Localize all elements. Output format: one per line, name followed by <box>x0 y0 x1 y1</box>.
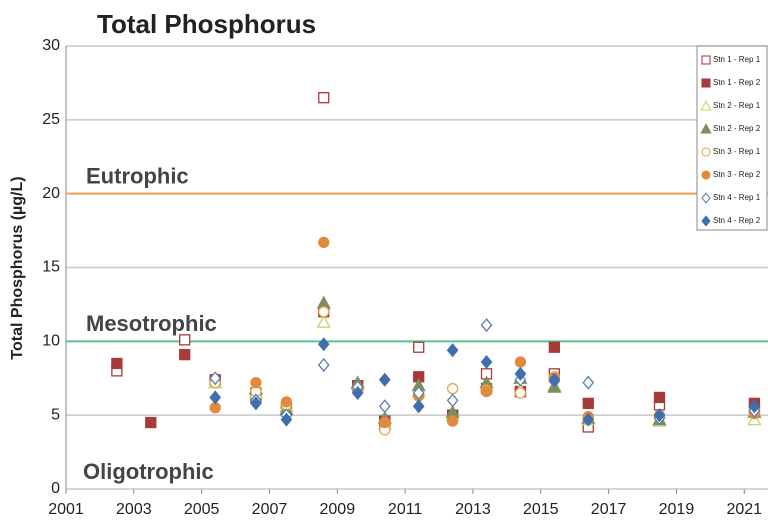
point <box>748 399 761 414</box>
point <box>378 399 391 414</box>
point <box>446 343 459 358</box>
y-tick-label: 15 <box>42 259 60 276</box>
zone-label: Oligotrophic <box>83 459 214 484</box>
point <box>318 236 330 249</box>
legend-marker <box>701 147 711 157</box>
point <box>582 397 594 410</box>
x-tick-label: 2021 <box>726 501 762 518</box>
point <box>412 399 425 414</box>
point <box>480 354 493 370</box>
point <box>653 391 666 404</box>
point <box>209 371 222 386</box>
point <box>480 385 493 398</box>
point <box>145 416 157 429</box>
x-tick-label: 2005 <box>184 501 220 518</box>
x-tick-label: 2007 <box>252 501 288 518</box>
legend-marker <box>700 100 712 111</box>
point <box>582 375 595 390</box>
point <box>317 337 330 352</box>
y-tick-label: 0 <box>51 480 60 497</box>
legend: Stn 1 - Rep 1 Stn 1 - Rep 2 Stn 2 - Rep 1 S… <box>696 45 768 231</box>
y-tick-label: 5 <box>51 406 60 423</box>
point <box>209 390 222 405</box>
point <box>446 415 459 427</box>
zone-label: Eutrophic <box>86 163 189 188</box>
point <box>548 341 560 353</box>
x-tick-label: 2015 <box>523 501 559 518</box>
legend-marker <box>700 123 712 134</box>
point <box>179 348 191 361</box>
legend-marker <box>701 78 711 88</box>
legend-label: Stn 1 - Rep 2 <box>713 78 761 87</box>
point <box>548 372 561 387</box>
chart-title: Total Phosphorus <box>97 9 316 39</box>
point <box>111 357 123 370</box>
point <box>250 377 262 389</box>
point <box>446 393 459 408</box>
point <box>351 386 364 401</box>
legend-label: Stn 2 - Rep 1 <box>713 101 761 110</box>
x-tick-label: 2003 <box>116 501 152 518</box>
point <box>480 318 493 333</box>
y-axis-label: Total Phosphorus (µg/L) <box>9 176 26 359</box>
point <box>412 386 425 401</box>
point <box>446 382 459 395</box>
point <box>318 92 330 104</box>
point <box>653 408 666 423</box>
y-tick-label: 20 <box>42 185 60 202</box>
y-tick-label: 25 <box>42 111 60 128</box>
legend-label: Stn 2 - Rep 2 <box>713 124 761 133</box>
point <box>318 306 330 318</box>
legend-marker <box>701 215 711 227</box>
legend-label: Stn 4 - Rep 2 <box>713 216 761 225</box>
x-tick-label: 2013 <box>455 501 491 518</box>
legend-label: Stn 1 - Rep 1 <box>713 55 761 64</box>
point <box>514 356 527 368</box>
point <box>379 416 391 429</box>
point <box>378 372 391 387</box>
y-tick-label: 30 <box>42 37 60 54</box>
legend-label: Stn 3 - Rep 2 <box>713 170 761 179</box>
point <box>280 396 293 408</box>
x-tick-label: 2019 <box>659 501 695 518</box>
legend-box <box>696 45 768 231</box>
legend-label: Stn 3 - Rep 1 <box>713 147 761 156</box>
x-tick-label: 2009 <box>320 501 356 518</box>
x-tick-label: 2001 <box>48 501 84 518</box>
legend-marker <box>701 55 711 65</box>
legend-marker <box>701 170 711 180</box>
x-tick-label: 2017 <box>591 501 627 518</box>
point <box>514 387 527 399</box>
point <box>514 366 527 381</box>
point <box>179 334 191 346</box>
point <box>317 357 330 372</box>
point <box>280 412 293 427</box>
point <box>582 412 595 427</box>
x-tick-label: 2011 <box>388 501 423 518</box>
y-tick-label: 10 <box>42 333 60 350</box>
point <box>413 341 425 353</box>
point <box>316 314 331 328</box>
point <box>250 396 262 411</box>
legend-label: Stn 4 - Rep 1 <box>713 193 761 202</box>
legend-marker <box>701 192 711 204</box>
zone-label: Mesotrophic <box>86 311 217 336</box>
